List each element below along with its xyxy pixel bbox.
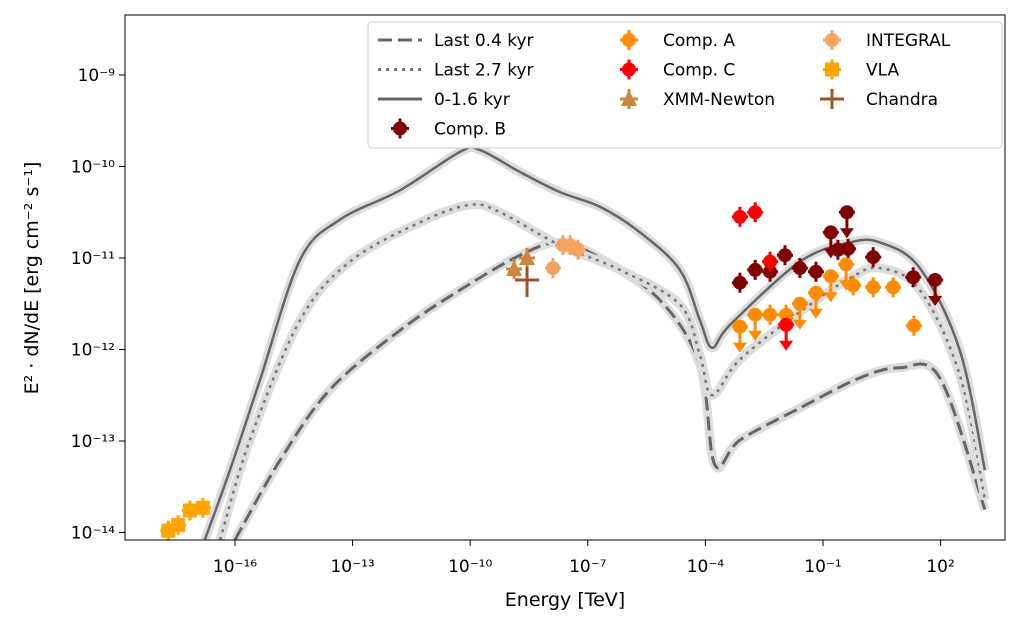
legend-label: INTEGRAL bbox=[866, 31, 951, 51]
legend-label: Comp. A bbox=[663, 31, 735, 51]
legend-entry: Last 2.7 kyr bbox=[378, 61, 534, 81]
legend-entry: INTEGRAL bbox=[823, 30, 951, 51]
legend-label: Last 2.7 kyr bbox=[434, 61, 534, 81]
y-tick-label: 10⁻¹² bbox=[71, 341, 115, 361]
data-point-comp-a bbox=[807, 285, 824, 319]
data-point-comp-a bbox=[845, 275, 862, 296]
data-point-xmm-newton bbox=[506, 258, 523, 279]
x-tick-label: 10⁻¹³ bbox=[330, 557, 374, 577]
data-point-comp-a bbox=[778, 304, 795, 325]
x-axis-label: Energy [TeV] bbox=[505, 589, 625, 611]
legend-entry: Chandra bbox=[820, 89, 938, 110]
data-point-comp-b bbox=[776, 245, 793, 266]
y-axis-label: E² · dN/dE [erg cm⁻² s⁻¹] bbox=[21, 162, 43, 395]
y-tick-label: 10⁻¹³ bbox=[71, 432, 115, 452]
model-curve-last-0-4-kyr bbox=[233, 240, 987, 540]
legend-entry: 0-1.6 kyr bbox=[378, 90, 510, 110]
data-point-integral bbox=[570, 239, 586, 260]
data-point-vla bbox=[194, 497, 211, 518]
legend-entry: VLA bbox=[823, 59, 899, 81]
uncertainty-band bbox=[200, 142, 990, 540]
legend-label: Chandra bbox=[866, 90, 938, 110]
data-point-chandra bbox=[515, 266, 540, 297]
legend-entry: Last 0.4 kyr bbox=[378, 31, 534, 51]
legend-label: Comp. B bbox=[434, 120, 506, 140]
x-tick-label: 10⁻⁴ bbox=[687, 557, 725, 577]
data-point-comp-b bbox=[865, 247, 882, 268]
y-tick-label: 10⁻⁹ bbox=[78, 66, 116, 86]
data-point-vla bbox=[170, 515, 187, 536]
data-point-comp-b bbox=[840, 238, 857, 259]
x-tick-label: 10⁻⁷ bbox=[569, 557, 607, 577]
model-curve-0-1-6-kyr bbox=[203, 145, 987, 540]
model-curve-last-2-7-kyr bbox=[218, 203, 987, 540]
data-point-comp-c bbox=[778, 317, 795, 351]
data-point-comp-b bbox=[838, 205, 855, 239]
data-point-integral bbox=[544, 258, 561, 279]
legend-entry: Comp. B bbox=[391, 118, 506, 140]
legend-entry: XMM-Newton bbox=[620, 89, 775, 110]
data-point-comp-b bbox=[747, 259, 764, 280]
legend-entry: Comp. A bbox=[620, 30, 735, 51]
y-tick-label: 10⁻¹⁴ bbox=[71, 524, 115, 544]
legend-label: 0-1.6 kyr bbox=[434, 90, 510, 110]
y-tick-label: 10⁻¹⁰ bbox=[71, 158, 115, 178]
data-point-comp-a bbox=[791, 296, 808, 330]
data-point-comp-a bbox=[865, 277, 882, 298]
data-point-comp-a bbox=[822, 269, 839, 303]
data-point-comp-b bbox=[905, 267, 922, 288]
data-point-xmm-newton bbox=[519, 248, 536, 268]
legend: Last 0.4 kyr Last 2.7 kyr 0-1.6 kyr Comp. B… bbox=[367, 21, 1003, 149]
data-point-vla bbox=[181, 500, 198, 521]
legend-label: Comp. C bbox=[663, 61, 735, 81]
data-point-comp-a bbox=[762, 304, 779, 325]
data-point-comp-b bbox=[731, 272, 748, 293]
data-point-comp-c bbox=[762, 251, 779, 272]
data-point-comp-a bbox=[885, 277, 902, 298]
y-tick-label: 10⁻¹¹ bbox=[71, 249, 115, 269]
legend-label: VLA bbox=[866, 61, 899, 81]
x-tick-label: 10⁻¹⁰ bbox=[448, 557, 492, 577]
data-point-comp-b bbox=[927, 272, 944, 306]
x-tick-label: 10⁻¹⁶ bbox=[213, 557, 257, 577]
data-point-comp-c bbox=[747, 202, 764, 223]
data-point-comp-b bbox=[807, 261, 824, 282]
legend-entry: Comp. C bbox=[620, 59, 735, 81]
data-point-comp-a bbox=[905, 315, 922, 336]
legend-label: Last 0.4 kyr bbox=[434, 31, 534, 51]
data-point-comp-a bbox=[731, 319, 748, 353]
data-point-comp-a bbox=[747, 307, 764, 341]
plot-frame bbox=[124, 14, 1006, 541]
data-point-comp-b bbox=[791, 258, 808, 279]
x-tick-label: 10⁻¹ bbox=[804, 557, 841, 577]
x-tick-label: 10² bbox=[926, 557, 954, 577]
legend-label: XMM-Newton bbox=[663, 90, 775, 110]
data-point-comp-c bbox=[731, 206, 748, 227]
